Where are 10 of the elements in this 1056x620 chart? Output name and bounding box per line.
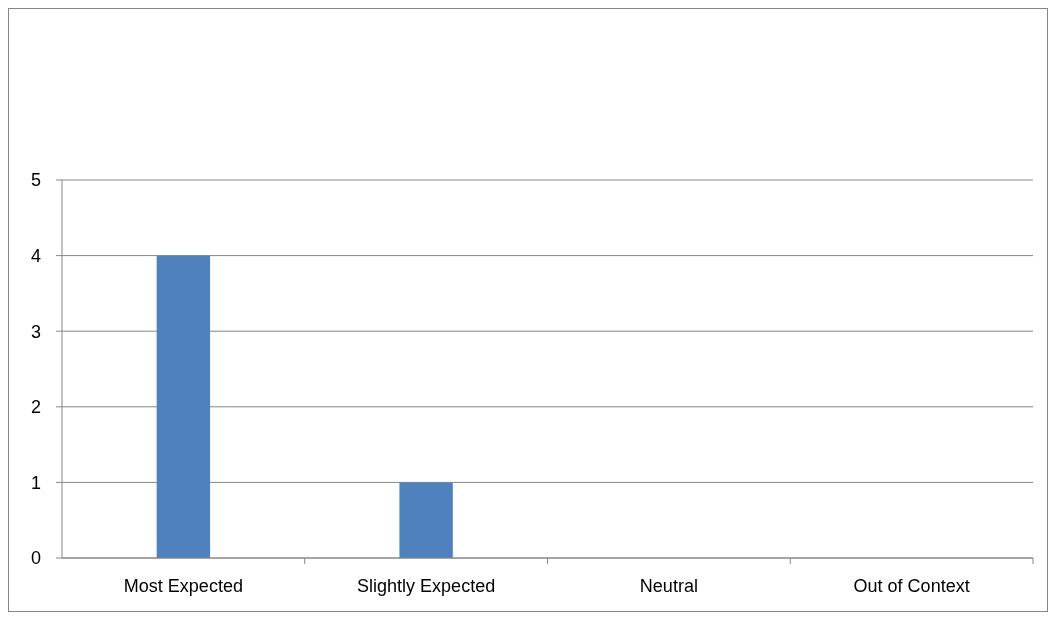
- y-tick-label: 5: [30, 170, 42, 191]
- y-tick-label: 1: [30, 472, 42, 493]
- x-tick-label: Out of Context: [853, 576, 970, 596]
- x-tick-label: Neutral: [639, 576, 698, 596]
- y-tick-label: 0: [30, 548, 42, 569]
- x-tick-label: Most Expected: [123, 576, 243, 596]
- y-tick-label: 2: [30, 397, 42, 418]
- y-tick-label: 3: [30, 321, 42, 342]
- x-tick-label: Slightly Expected: [357, 576, 496, 596]
- y-tick-label: 4: [30, 245, 42, 266]
